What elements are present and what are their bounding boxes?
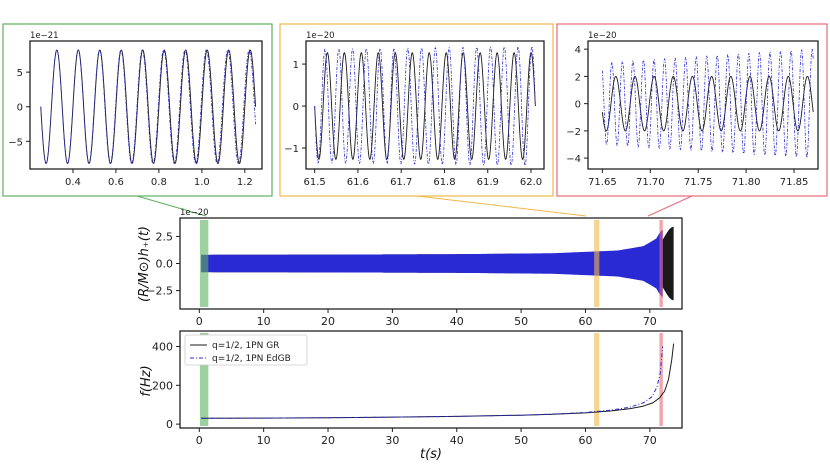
axes-frame xyxy=(29,40,263,170)
x-tick-label: 50 xyxy=(514,315,528,328)
highlight-band-orange xyxy=(594,220,600,307)
series-edgb-line xyxy=(201,346,664,419)
x-tick-label: 62.0 xyxy=(520,177,542,188)
x-tick-label: 70 xyxy=(643,315,657,328)
legend-label: q=1/2, 1PN GR xyxy=(212,341,279,351)
x-tick-label: 30 xyxy=(385,434,399,447)
highlight-band-orange xyxy=(594,333,600,426)
chart-inset-mid: 61.5 61.6 61.7 61.8 61.9 62.0 1 0 −1 1e−20 xyxy=(284,31,545,188)
x-tick-label: 0.4 xyxy=(65,177,81,188)
y-tick-label: 400 xyxy=(152,341,173,354)
chart-strain: 0 10 20 30 40 50 60 70 2.5 0.0 −2.5 1e−20 xyxy=(146,208,683,328)
highlight-band-green xyxy=(199,220,209,307)
x-tick-label: 61.6 xyxy=(347,177,369,188)
x-tick-label: 71.85 xyxy=(780,177,809,188)
inset-frame-mid xyxy=(279,23,554,197)
series-edgb-line xyxy=(314,45,536,167)
x-tick-label: 10 xyxy=(257,434,271,447)
x-tick-label: 0 xyxy=(196,315,203,328)
y-tick-label: 0 xyxy=(293,102,299,113)
y-tick-label: 2 xyxy=(575,72,581,83)
x-tick-label: 10 xyxy=(257,315,271,328)
connector-lines xyxy=(136,195,693,217)
x-tick-label: 0.8 xyxy=(151,177,167,188)
x-tick-label: 20 xyxy=(321,434,335,447)
y-tick-label: 2.5 xyxy=(156,230,174,243)
x-tick-label: 61.8 xyxy=(433,177,455,188)
series-edgb-line xyxy=(601,48,814,159)
highlight-band-red xyxy=(659,220,663,307)
freq-xlabel: t(s) xyxy=(420,447,442,462)
y-tick-label: 1 xyxy=(293,60,299,71)
y-tick-label: 0 xyxy=(575,100,581,111)
offset-text: 1e−20 xyxy=(180,208,209,218)
y-tick-label: −5 xyxy=(8,137,23,148)
y-tick-label: 4 xyxy=(575,45,581,56)
strain-ylabel: (R/M⊙)h₊(t) xyxy=(137,226,152,302)
series-edgb-line xyxy=(40,49,256,164)
strain-edgb-envelope xyxy=(201,229,663,298)
y-tick-label: 200 xyxy=(152,379,173,392)
x-tick-label: 71.80 xyxy=(732,177,761,188)
x-tick-label: 71.75 xyxy=(684,177,713,188)
x-tick-label: 30 xyxy=(385,315,399,328)
y-tick-label: −4 xyxy=(566,154,581,165)
connector-red xyxy=(647,195,693,217)
axes-frame xyxy=(587,40,819,170)
x-tick-label: 60 xyxy=(578,434,592,447)
y-tick-label: −1 xyxy=(284,144,299,155)
legend-label: q=1/2, 1PN EdGB xyxy=(212,354,291,364)
axes-frame xyxy=(305,40,545,170)
x-tick-label: 1.0 xyxy=(194,177,210,188)
x-tick-label: 71.70 xyxy=(636,177,665,188)
axes-frame xyxy=(179,330,683,429)
offset-text: 1e−21 xyxy=(30,31,59,41)
x-tick-label: 0.6 xyxy=(108,177,124,188)
y-tick-label: 5 xyxy=(17,68,23,79)
highlight-band-green xyxy=(199,333,209,426)
x-tick-label: 61.9 xyxy=(477,177,499,188)
x-tick-label: 60 xyxy=(578,315,592,328)
highlight-band-red xyxy=(659,333,663,426)
x-tick-label: 61.7 xyxy=(390,177,412,188)
x-tick-label: 50 xyxy=(514,434,528,447)
freq-ylabel: f(Hz) xyxy=(139,365,154,396)
chart-inset-late: 71.65 71.70 71.75 71.80 71.85 4 2 0 −2 −4 1e−20 xyxy=(566,31,819,188)
connector-orange xyxy=(416,195,587,217)
y-tick-label: −2.5 xyxy=(146,285,173,298)
axes-frame xyxy=(179,217,683,310)
x-tick-label: 1.2 xyxy=(237,177,253,188)
x-tick-label: 0 xyxy=(196,434,203,447)
x-tick-label: 70 xyxy=(643,434,657,447)
series-gr-line xyxy=(601,75,814,132)
y-tick-label: 0 xyxy=(166,418,173,431)
y-tick-label: 0 xyxy=(17,103,23,114)
inset-frame-late xyxy=(556,23,828,197)
connector-green xyxy=(136,195,207,217)
chart-frequency: 0 10 20 30 40 50 60 70 400 200 0 q=1/2, 1PN GR q=1/2… xyxy=(152,330,683,447)
offset-text: 1e−20 xyxy=(306,31,335,41)
x-tick-label: 71.65 xyxy=(588,177,617,188)
y-tick-label: 0.0 xyxy=(156,258,174,271)
chart-inset-early: 0.4 0.6 0.8 1.0 1.2 5 0 −5 1e−21 xyxy=(8,31,263,188)
x-tick-label: 40 xyxy=(450,434,464,447)
legend-box xyxy=(184,334,308,366)
x-tick-label: 40 xyxy=(450,315,464,328)
x-tick-label: 61.5 xyxy=(304,177,326,188)
x-tick-label: 20 xyxy=(321,315,335,328)
series-gr-line xyxy=(201,343,675,419)
offset-text: 1e−20 xyxy=(588,31,617,41)
y-tick-label: −2 xyxy=(566,127,581,138)
